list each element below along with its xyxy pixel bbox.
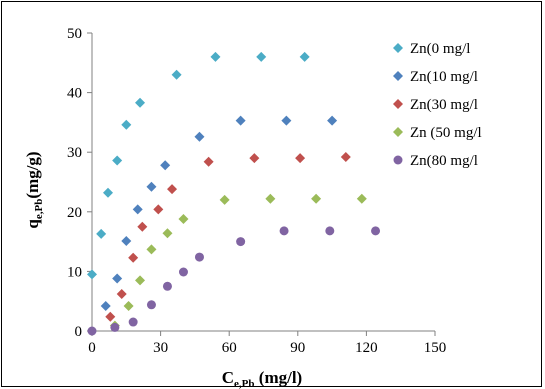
- data-point: [160, 160, 171, 171]
- x-tick-label: 30: [153, 340, 168, 356]
- data-point: [219, 194, 230, 205]
- legend-entry: Zn(0 mg/l: [393, 41, 470, 57]
- data-point: [112, 155, 123, 166]
- data-point: [96, 228, 107, 239]
- data-point: [162, 281, 172, 291]
- x-axis-title: Ce,Pb (mg/l): [222, 368, 302, 389]
- legend-entry: Zn(80 mg/l: [393, 153, 478, 169]
- data-point: [249, 153, 260, 164]
- legend-marker: [393, 43, 403, 53]
- data-point: [100, 300, 111, 311]
- axes: [87, 32, 436, 336]
- data-point: [194, 131, 205, 142]
- series-1: [87, 51, 310, 280]
- data-point: [371, 226, 381, 236]
- y-tick-label: 30: [67, 145, 82, 161]
- data-point: [265, 193, 276, 204]
- data-point: [356, 193, 367, 204]
- data-point: [281, 115, 292, 126]
- x-tick-label: 150: [424, 340, 447, 356]
- data-point: [146, 181, 157, 192]
- data-point: [121, 119, 132, 130]
- data-point: [146, 300, 156, 310]
- data-point: [137, 221, 148, 232]
- legend-marker: [393, 71, 403, 81]
- legend-marker: [393, 155, 403, 165]
- data-point: [87, 269, 97, 280]
- series-3: [105, 151, 351, 322]
- y-tick-label: 0: [75, 324, 83, 340]
- data-point: [235, 115, 246, 126]
- data-point: [110, 322, 120, 332]
- tick-labels: 0 10 20 30 40 50 0 30 60 90 120 150: [67, 26, 446, 356]
- legend-entry: Zn(10 mg/l: [393, 69, 478, 85]
- data-point: [171, 69, 182, 80]
- y-axis-title: qe,Pb(mg/g): [23, 151, 45, 228]
- legend-label: Zn(80 mg/l: [410, 153, 478, 169]
- data-point: [167, 184, 178, 195]
- data-point: [121, 236, 132, 247]
- data-point: [162, 228, 173, 239]
- data-point: [256, 51, 267, 62]
- x-tick-label: 90: [290, 340, 305, 356]
- data-point: [132, 204, 143, 215]
- data-point: [236, 237, 246, 247]
- series-5: [87, 226, 381, 336]
- data-point: [123, 300, 134, 311]
- legend-label: Zn(0 mg/l: [410, 41, 470, 57]
- legend-label: Zn(30 mg/l: [410, 97, 478, 113]
- data-point: [311, 193, 322, 204]
- y-tick-label: 20: [67, 205, 82, 221]
- y-tick-label: 50: [67, 26, 82, 42]
- data-point: [299, 51, 310, 62]
- data-point: [135, 97, 146, 108]
- data-point: [87, 326, 97, 336]
- data-point: [325, 226, 335, 236]
- data-point: [295, 153, 306, 164]
- data-point: [135, 275, 146, 286]
- data-point: [279, 226, 289, 236]
- data-point: [210, 51, 221, 62]
- legend: Zn(0 mg/l Zn(10 mg/l Zn(30 mg/l Zn (50 mg/l…: [393, 41, 482, 169]
- data-point: [178, 267, 188, 277]
- x-tick-label: 60: [222, 340, 237, 356]
- data-point: [146, 244, 157, 255]
- legend-marker: [393, 99, 403, 109]
- data-point: [105, 311, 116, 322]
- data-point: [340, 151, 351, 162]
- legend-entry: Zn(30 mg/l: [393, 97, 478, 113]
- legend-entry: Zn (50 mg/l: [393, 125, 482, 141]
- data-point: [153, 204, 164, 215]
- y-tick-label: 10: [67, 264, 82, 280]
- y-tick-label: 40: [67, 86, 82, 102]
- data-point: [327, 115, 338, 126]
- legend-marker: [393, 127, 403, 137]
- legend-label: Zn(10 mg/l: [410, 69, 478, 85]
- series-2: [100, 115, 338, 311]
- data-point: [203, 156, 214, 167]
- legend-label: Zn (50 mg/l: [410, 125, 482, 141]
- data-point: [112, 273, 123, 284]
- x-tick-label: 0: [88, 340, 96, 356]
- data-point: [103, 187, 114, 198]
- data-markers: [87, 51, 381, 336]
- x-tick-label: 120: [355, 340, 378, 356]
- data-point: [178, 213, 189, 224]
- series-4: [109, 193, 367, 331]
- data-point: [116, 289, 127, 300]
- data-point: [194, 252, 204, 262]
- data-point: [128, 317, 138, 327]
- data-point: [128, 252, 139, 263]
